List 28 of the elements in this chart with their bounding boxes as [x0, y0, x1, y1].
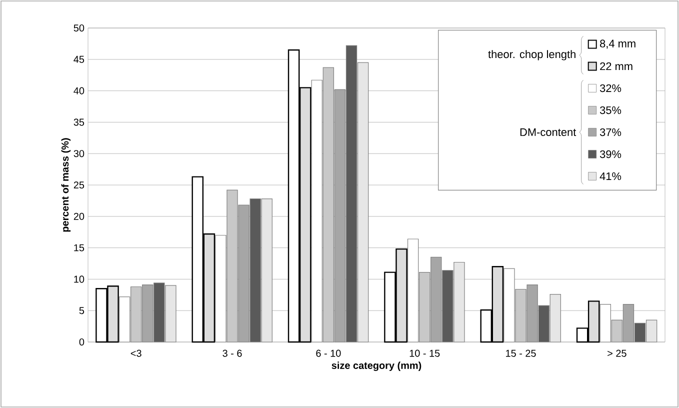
annotation: DM-content [520, 128, 576, 136]
annotation: theor. chop length [488, 50, 576, 60]
y-tick-label: 40 [74, 87, 84, 94]
x-axis-title: size category (mm) [332, 362, 422, 371]
legend-label: 39% [600, 150, 622, 158]
y-tick-label: 10 [74, 276, 84, 283]
x-tick-label: 10 - 15 [410, 350, 440, 357]
y-tick-label: 20 [74, 212, 84, 220]
y-tick-label: 25 [74, 181, 84, 189]
x-tick-label: 3 - 6 [222, 350, 242, 357]
y-tick-label: 5 [79, 307, 84, 314]
x-tick-label: > 25 [608, 350, 626, 357]
y-tick-label: 35 [74, 118, 84, 126]
x-tick-label: 6 - 10 [316, 350, 341, 357]
legend-label: 22 mm [600, 62, 632, 70]
legend-label: 32% [600, 84, 622, 92]
x-tick-label: 15 - 25 [506, 350, 536, 357]
y-tick-label: 30 [74, 150, 84, 158]
y-tick-label: 15 [74, 244, 84, 252]
y-tick-label: 45 [74, 56, 84, 63]
y-axis-title: percent of mass (%) [61, 138, 71, 232]
y-tick-label: 0 [79, 338, 84, 346]
y-tick-label: 50 [74, 24, 84, 32]
legend-label: 8,4 mm [600, 40, 636, 49]
legend-label: 41% [600, 172, 622, 180]
legend-label: 37% [600, 128, 622, 136]
x-tick-label: <3 [130, 350, 142, 357]
legend-label: 35% [600, 106, 622, 114]
